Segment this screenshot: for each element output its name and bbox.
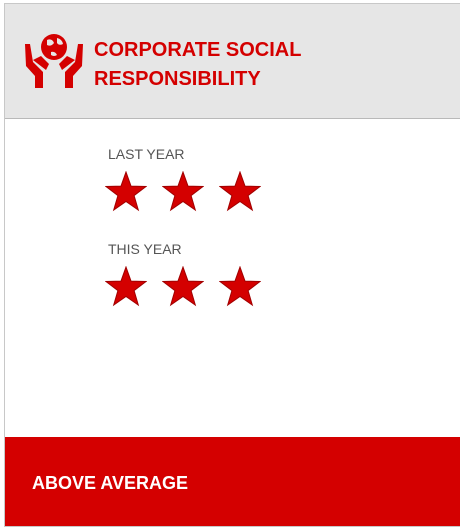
csr-card: CORPORATE SOCIAL RESPONSIBILITY LAST YEA… (4, 3, 460, 527)
footer-text: ABOVE AVERAGE (32, 473, 189, 493)
rating-label: LAST YEAR (108, 146, 185, 162)
star-row (105, 266, 261, 308)
rating-label: THIS YEAR (108, 241, 182, 257)
csr-icon (25, 34, 83, 88)
star (162, 266, 204, 307)
card-header: CORPORATE SOCIAL RESPONSIBILITY (5, 4, 460, 119)
star-row (105, 171, 261, 213)
star (219, 171, 261, 212)
star (162, 171, 204, 212)
card-title: CORPORATE SOCIAL RESPONSIBILITY (94, 39, 302, 90)
star (105, 171, 147, 212)
star (219, 266, 261, 307)
card-footer: ABOVE AVERAGE (5, 437, 460, 526)
star (105, 266, 147, 307)
